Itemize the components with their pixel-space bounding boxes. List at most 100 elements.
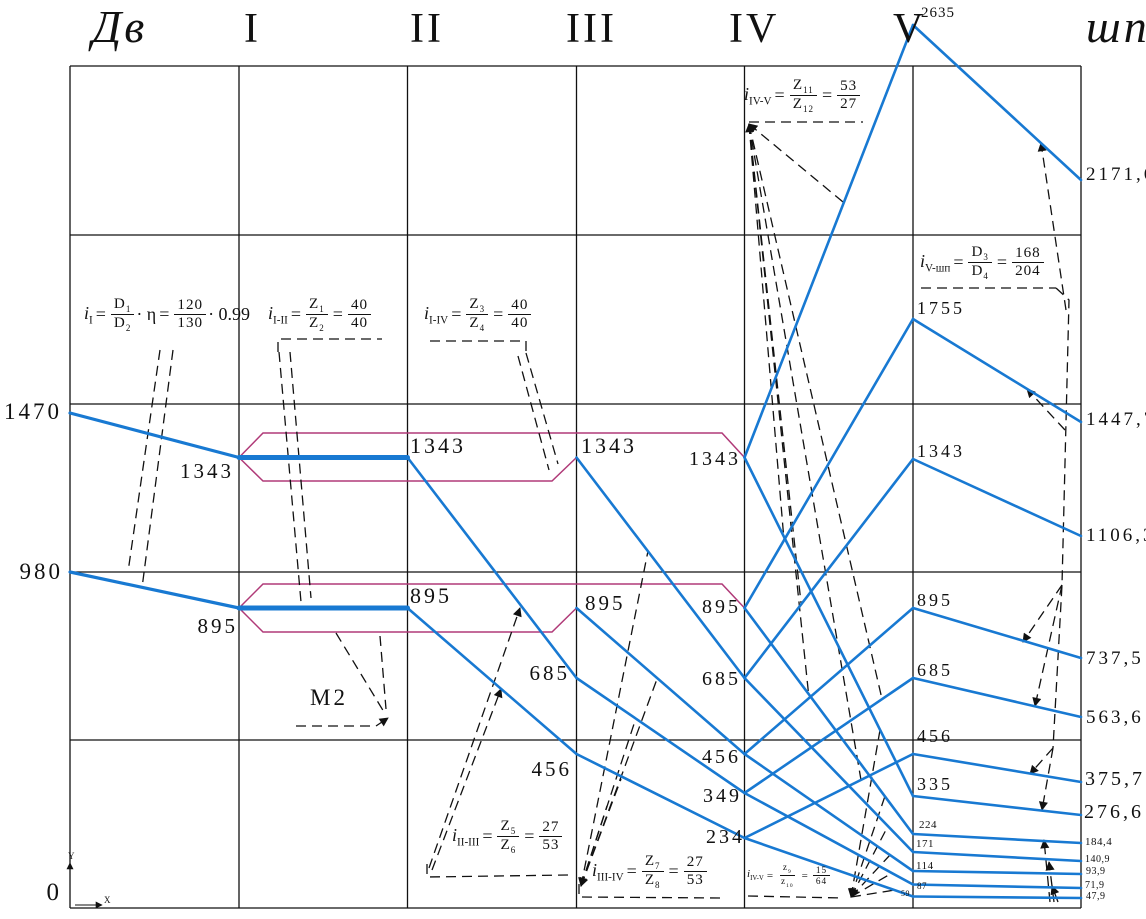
fraction: 40 40	[508, 297, 532, 331]
speed-IV-1343: 1343	[689, 448, 741, 470]
speed-sp-2171-6: 2171,6	[1086, 164, 1146, 185]
leader-dashed-line	[580, 778, 622, 887]
speed-V-114: 114	[916, 860, 934, 872]
fraction: 27 53	[683, 854, 707, 888]
speed-sp-184-4: 184,4	[1085, 836, 1113, 848]
leader-dashed-line	[426, 864, 569, 878]
speed-IV-685: 685	[702, 668, 741, 690]
speed-V-171: 171	[916, 838, 934, 850]
speed-IV-349: 349	[703, 785, 742, 807]
speed-ray	[575, 676, 746, 795]
leader-dashed-line	[278, 351, 302, 603]
formula-i-II-III: iII-III = Z5 Z6 = 27 53	[452, 818, 564, 855]
speed-II-1343: 1343	[410, 433, 466, 458]
speed-ray	[68, 570, 241, 610]
leader-dashed-line	[850, 889, 896, 898]
speed-ray	[911, 794, 1083, 817]
leader-dashed-line	[747, 895, 844, 899]
speed-sp-563-6: 563,6	[1086, 707, 1144, 728]
leader-dashed-line	[578, 550, 649, 887]
speed-sp-140-9: 140,9	[1085, 854, 1110, 865]
header-shaft-II: II	[410, 6, 444, 52]
fraction: 120 130	[174, 297, 207, 331]
leader-dashed-line	[289, 351, 312, 599]
speed-ray	[743, 23, 915, 459]
header-shaft-V: V	[893, 6, 927, 52]
speed-ray	[743, 676, 915, 854]
speed-ray	[911, 606, 1083, 660]
header-shaft-IV: IV	[729, 6, 780, 52]
leader-dashed-line	[127, 349, 161, 573]
speed-ray	[743, 456, 915, 798]
fraction: 40 40	[347, 297, 372, 331]
speed-v-2635: 2635	[921, 5, 955, 21]
speed-V-895: 895	[917, 590, 953, 610]
leader-dashed-line	[296, 717, 389, 727]
leader-dashed-line	[430, 340, 527, 353]
header-shaft-III: III	[566, 6, 617, 52]
leader-dashed-line	[1050, 885, 1060, 903]
leader-dashed-line	[1022, 584, 1063, 643]
coupling-hexagon-edge	[238, 583, 746, 609]
speed-motor-980: 980	[19, 559, 63, 584]
speed-sp-71-9: 71,9	[1085, 880, 1105, 891]
leader-dashed-line	[850, 854, 891, 898]
speed-I-895: 895	[197, 614, 238, 638]
fraction: z9 z10	[779, 862, 795, 890]
leader-dashed-line	[431, 688, 503, 871]
speed-ray	[68, 411, 241, 460]
ratio-symbol: iI-IV	[424, 302, 449, 327]
clutch-m2-label: М2	[310, 685, 348, 710]
formula-i-III-IV: iIII-IV = Z7 Z8 = 27 53	[592, 853, 709, 890]
speed-ray	[911, 317, 1083, 424]
leader-dashed-line	[1040, 839, 1051, 903]
speed-ray	[911, 23, 1083, 182]
speed-ray	[743, 836, 915, 898]
speed-ray	[743, 457, 915, 680]
fraction: Z7 Z8	[641, 853, 664, 890]
formula-i-motor: iI = D1 D2 · η = 120 130 · 0.99	[84, 296, 251, 334]
speed-III-1343: 1343	[581, 433, 637, 458]
speed-I-1343: 1343	[180, 459, 234, 483]
ratio-symbol: iI	[84, 302, 93, 327]
ratio-symbol: iIV-V	[747, 868, 764, 883]
leader-dashed-line	[1026, 388, 1066, 431]
speed-V-59: 59	[901, 889, 910, 898]
speed-V-224: 224	[919, 819, 937, 831]
coupling-hexagon-edge	[238, 432, 746, 459]
ratio-symbol: iIV-V	[744, 83, 772, 108]
leader-dashed-line	[748, 123, 883, 700]
speed-ray	[406, 606, 578, 756]
leader-dashed-line	[379, 635, 387, 710]
speed-ray	[743, 606, 915, 836]
coupling-hexagon-edge	[238, 456, 578, 482]
speed-ray	[575, 752, 746, 840]
fraction: 168 204	[1012, 245, 1044, 279]
header-shaft-motor: Дв	[92, 1, 148, 52]
leader-dashed-line	[849, 795, 886, 898]
speed-ray	[575, 606, 746, 756]
formula-i-IV-V-low: iIV-V = z9 z10 = 15 64	[747, 862, 832, 890]
fraction: D1 D2	[110, 296, 135, 333]
speed-ray	[911, 883, 1083, 890]
origin-zero: 0	[46, 879, 62, 906]
axis-y-label: Y	[68, 851, 75, 861]
speed-ray	[406, 456, 578, 680]
leader-dashed-line	[850, 872, 893, 898]
speed-motor-1470: 1470	[4, 399, 62, 424]
leader-dashed-line	[1045, 861, 1055, 903]
leader-dashed-line	[748, 123, 844, 203]
ratio-symbol: iII-III	[452, 824, 480, 849]
speed-IV-234: 234	[706, 826, 745, 848]
formula-i-V-spindle: iV-шп = D3 D4 = 168 204	[920, 244, 1046, 281]
formula-i-I-IV: iI-IV = Z3 Z4 = 40 40	[424, 296, 533, 333]
fraction: Z3 Z4	[466, 296, 489, 333]
leader-dashed-line	[428, 607, 522, 869]
leader-dashed-line	[277, 338, 382, 352]
speed-ray	[743, 791, 915, 886]
header-shaft-spindle: шп	[1086, 1, 1146, 52]
speed-IV-895: 895	[702, 596, 741, 618]
speed-V-87: 87	[917, 881, 927, 891]
fraction: 15 64	[812, 865, 831, 886]
